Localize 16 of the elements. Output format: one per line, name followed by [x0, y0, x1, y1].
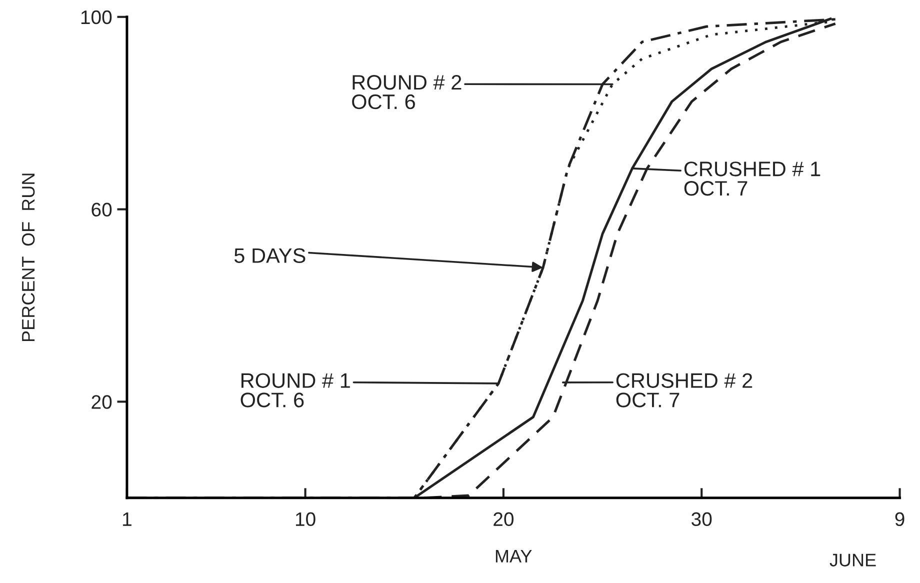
x-tick-label: 10 [296, 512, 316, 526]
annotation: CRUSHED # 2 OCT. 7 [616, 373, 752, 408]
annotation: ROUND # 1 OCT. 6 [240, 373, 350, 408]
x-tick-label: 20 [494, 512, 514, 526]
y-tick-label: 60 [92, 202, 112, 217]
y-tick-label: 100 [81, 10, 112, 24]
annotation: CRUSHED # 1 OCT. 7 [684, 162, 820, 196]
annotation: ROUND # 2 OCT. 6 [352, 74, 462, 110]
x-tick-label: 9 [895, 512, 904, 526]
y-axis-title: PERCENT OF RUN [22, 174, 35, 342]
y-tick-label: 20 [92, 395, 112, 409]
x-axis-title: MAY [496, 550, 532, 562]
annotation: 5 DAYS [234, 248, 306, 263]
text: JUNE [830, 554, 876, 566]
x-tick-label: 30 [692, 512, 712, 526]
x-tick-label: 1 [123, 512, 132, 526]
